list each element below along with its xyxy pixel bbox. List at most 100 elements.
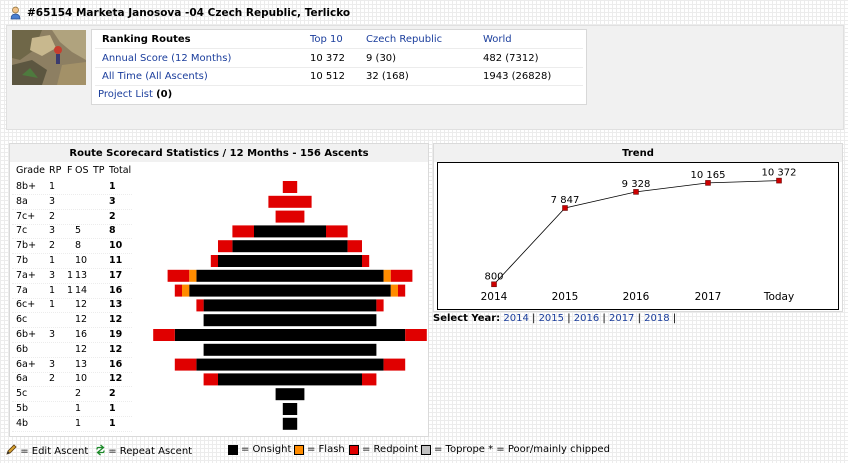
trend-value-label: 9 328 [622,179,651,190]
redpoint-bar-right-7b+ [347,240,362,253]
redpoint-bar-left-7b+ [218,240,233,253]
redpoint-bar-left-6a [203,373,218,386]
project-list-link[interactable]: Project List [98,89,153,100]
legend-edit: = Edit Ascent [6,444,88,457]
total-cell: 12 [109,314,123,326]
year-link-2017[interactable]: 2017 [608,313,635,324]
scorecard-panel: Route Scorecard Statistics / 12 Months -… [9,143,429,437]
select-year-label: Select Year: [433,313,501,324]
table-row: 5c 2 2 [10,387,428,403]
repeat-icon [96,444,105,456]
table-row: 6b+ 3 16 19 [10,328,428,343]
f-cell: 1 [67,269,74,281]
year-link-2014[interactable]: 2014 [503,313,529,324]
grade-cell: 7c [16,225,28,237]
table-row: 6c+ 1 12 13 [10,298,428,314]
trend-line-chart: 800 2014 7 847 2015 9 328 2016 10 165 2017 10 37… [481,168,797,303]
year-link-2018[interactable]: 2018 [644,313,670,324]
rp-cell: 2 [49,210,56,222]
flash-bar-left-7a [182,284,190,297]
redpoint-bar-left-8b+ [282,181,290,193]
total-cell: 17 [109,269,123,281]
table-row: 7b+ 2 8 10 [10,239,428,255]
trend-value-label: 7 847 [551,195,580,206]
os-cell: 12 [75,314,88,326]
select-year: Select Year: 2014 | 2015 | 2016 | 2017 |… [433,313,677,324]
header-grade: Grade [16,165,45,176]
onsight-bar-7c [254,225,326,238]
grade-cell: 7c+ [16,210,36,222]
redpoint-bar-left-7c+ [275,210,290,223]
total-cell: 12 [109,343,123,355]
toprope-swatch [421,445,431,455]
legend-onsight: = Onsight [228,444,291,455]
trend-point-2017 [705,180,711,186]
annual-score-link[interactable]: Annual Score (12 Months) [102,53,232,64]
onsight-bar-6c+ [203,299,377,312]
rp-cell: 3 [49,269,56,281]
year-link-2015[interactable]: 2015 [538,313,565,324]
onsight-bar-7a [189,284,391,297]
total-cell: 1 [109,417,116,429]
os-cell: 10 [75,373,88,385]
rp-cell: 3 [49,358,56,370]
table-row: 6b 12 12 [10,343,428,358]
redpoint-bar-right-7c [326,225,348,238]
flash-bar-left-7a+ [189,269,197,282]
scorecard-title: Route Scorecard Statistics / 12 Months -… [10,144,428,162]
trend-value-label: 10 165 [691,170,726,181]
os-cell: 8 [75,240,82,252]
grade-cell: 8a [16,195,28,207]
total-cell: 16 [109,284,123,296]
row-divider [95,85,583,86]
redpoint-bar-right-8a [290,195,312,208]
pencil-icon [6,444,17,455]
page-title: #65154 Marketa Janosova -04 Czech Republ… [27,7,351,19]
table-row: 7a+ 3 1 13 17 [10,269,428,284]
trend-x-tick: 2016 [623,291,650,303]
os-cell: 12 [75,299,88,311]
ranking-title: Ranking Routes [102,34,191,45]
grade-cell: 6b [16,343,29,355]
grade-cell: 4b [16,417,29,429]
profile-panel: Ranking Routes Top 10 Czech Republic Wor… [6,25,844,130]
ranking-table: Ranking Routes Top 10 Czech Republic Wor… [91,29,587,105]
os-cell: 2 [75,388,82,400]
year-link-2016[interactable]: 2016 [573,313,600,324]
header-total: Total [109,165,132,176]
table-row: 5b 1 1 [10,402,428,417]
flash-swatch [294,445,304,455]
trend-chart-frame: 800 2014 7 847 2015 9 328 2016 10 165 2017 10 37… [437,162,839,310]
os-cell: 16 [75,329,88,340]
redpoint-bar-left-6a+ [174,358,197,371]
trend-point-2015 [562,205,568,211]
redpoint-bar-left-7a [174,284,182,297]
column-country[interactable]: Czech Republic [366,34,443,45]
alltime-link[interactable]: All Time (All Ascents) [102,71,208,82]
grade-cell: 7a [16,284,28,296]
redpoint-bar-right-6b+ [405,329,427,341]
column-world[interactable]: World [483,34,512,45]
header-tp: TP [93,165,105,176]
annual-world: 482 (7312) [483,53,539,64]
header-f: F [67,165,73,176]
redpoint-bar-left-6b+ [153,329,175,341]
column-top10[interactable]: Top 10 [310,34,343,45]
rp-cell: 1 [49,299,56,311]
total-cell: 16 [109,358,123,370]
rp-cell: 2 [49,373,56,385]
redpoint-bar-right-7a+ [390,269,413,282]
trend-value-label: 800 [484,271,503,282]
profile-photo[interactable] [12,30,86,85]
legend-repeat: = Repeat Ascent [96,444,192,457]
total-cell: 3 [109,195,116,207]
user-icon [10,6,21,20]
total-cell: 19 [109,329,123,340]
grade-cell: 5b [16,403,29,414]
onsight-bar-7b [218,255,362,267]
total-cell: 8 [109,225,116,237]
header-os: OS [75,165,89,176]
header-rp: RP [49,165,62,176]
onsight-bar-6a [218,373,362,386]
os-cell: 12 [75,343,88,355]
